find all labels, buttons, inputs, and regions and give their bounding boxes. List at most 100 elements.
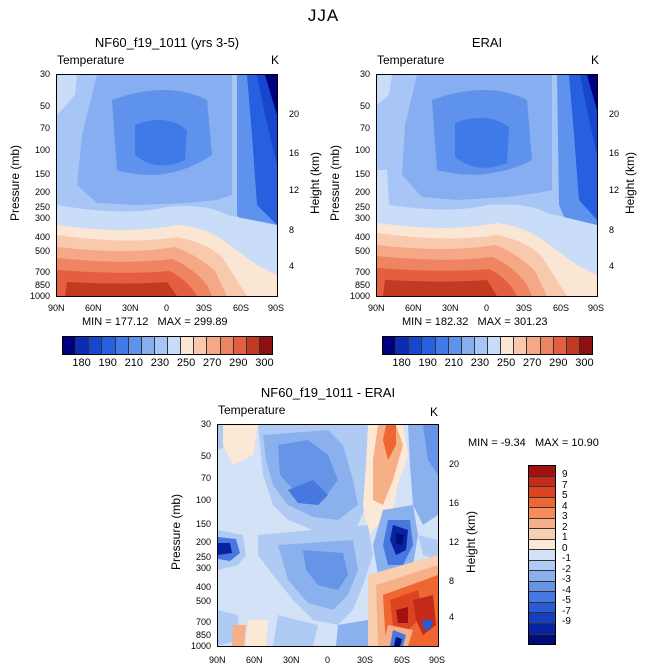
xtick-30n: 30N [122, 303, 139, 313]
obs-pressure-axis-label: Pressure (mb) [328, 145, 342, 222]
diff-colorbar-label: -4 [562, 584, 571, 596]
model-colorbar-swatch [168, 337, 182, 354]
obs-max-label: MAX = [477, 316, 514, 328]
obs-height-axis-label: Height (km) [623, 152, 637, 215]
diff-min-label: MIN = [468, 437, 501, 449]
diff-htick-4: 4 [449, 612, 455, 622]
diff-colorbar-swatch [529, 581, 555, 593]
diff-colorbar-swatch [529, 571, 555, 582]
diff-xtick-60n: 60N [246, 655, 263, 665]
xtick-30s: 30S [196, 303, 213, 313]
model-colorbar-label: 300 [255, 357, 274, 369]
diff-ytick-850: 850 [195, 630, 211, 640]
model-colorbar [62, 336, 273, 355]
ytick-500: 500 [34, 246, 50, 256]
obs-colorbar-swatch [396, 337, 410, 354]
model-colorbar-labels: 180 190 210 230 250 270 290 300 [62, 357, 273, 371]
diff-htick-20: 20 [449, 459, 460, 469]
obs-ytick-700: 700 [354, 267, 370, 277]
diff-max-label: MAX = [534, 437, 572, 449]
diff-ytick-30: 30 [200, 419, 211, 429]
ytick-300: 300 [34, 213, 50, 223]
obs-colorbar-swatch [488, 337, 502, 354]
diff-colorbar-label: -9 [562, 616, 571, 628]
ytick-250: 250 [34, 202, 50, 212]
obs-ytick-50: 50 [359, 101, 370, 111]
ytick-400: 400 [34, 232, 50, 242]
diff-colorbar-label: 2 [562, 521, 568, 533]
diff-colorbar-swatch [529, 623, 555, 635]
model-pressure-axis-label: Pressure (mb) [8, 145, 22, 222]
model-colorbar-swatch [63, 337, 77, 354]
diff-colorbar-swatch [529, 487, 555, 498]
xtick-90s: 90S [268, 303, 285, 313]
diff-height-axis-label: Height (km) [464, 511, 478, 574]
model-colorbar-swatch [115, 337, 129, 354]
model-colorbar-label: 290 [229, 357, 248, 369]
diff-colorbar-label: 1 [562, 532, 568, 544]
obs-xtick-90s: 90S [588, 303, 605, 313]
obs-contour-plot [376, 74, 598, 297]
model-panel-title: NF60_f19_1011 (yrs 3-5) [94, 35, 240, 50]
diff-colorbar-swatch [529, 634, 555, 645]
obs-xtick-90n: 90N [368, 303, 385, 313]
obs-ytick-1000: 1000 [349, 291, 370, 301]
obs-colorbar-swatch [553, 337, 567, 354]
obs-colorbar [382, 336, 593, 355]
model-colorbar-label: 230 [150, 357, 170, 369]
obs-colorbar-swatch [448, 337, 462, 354]
diff-colorbar-label: -5 [562, 595, 571, 607]
obs-ytick-100: 100 [354, 145, 370, 155]
model-colorbar-swatch [141, 337, 155, 354]
model-colorbar-label: 250 [176, 357, 196, 369]
obs-xtick-30s: 30S [516, 303, 533, 313]
obs-ytick-850: 850 [354, 280, 370, 290]
obs-xtick-60n: 60N [405, 303, 422, 313]
obs-min-value: 182.32 [434, 316, 469, 328]
model-max-value: 299.89 [193, 316, 228, 328]
diff-colorbar-swatch [529, 602, 555, 614]
ytick-1000: 1000 [29, 291, 50, 301]
diff-htick-16: 16 [449, 498, 460, 508]
obs-colorbar-swatch [435, 337, 449, 354]
model-colorbar-swatch [89, 337, 103, 354]
obs-colorbar-label: 180 [392, 357, 411, 369]
model-variable-label: Temperature [57, 53, 125, 67]
diff-colorbar-label: 9 [562, 469, 568, 481]
diff-colorbar-swatch [529, 508, 555, 519]
model-colorbar-swatch [194, 337, 208, 354]
diff-colorbar-swatch [529, 466, 555, 477]
diff-colorbar-label: -7 [562, 605, 571, 617]
obs-htick-20: 20 [609, 109, 620, 119]
obs-colorbar-swatch [461, 337, 475, 354]
diff-colorbar [528, 465, 556, 645]
model-stats: MIN = 177.12 MAX = 299.89 [82, 316, 228, 328]
obs-htick-16: 16 [609, 148, 620, 158]
xtick-60s: 60S [233, 303, 250, 313]
htick-16: 16 [289, 148, 300, 158]
model-colorbar-label: 210 [124, 357, 144, 369]
obs-ytick-200: 200 [354, 187, 370, 197]
diff-ytick-50: 50 [200, 451, 211, 461]
ytick-70: 70 [39, 123, 50, 133]
obs-colorbar-label: 230 [470, 357, 490, 369]
ytick-850: 850 [34, 280, 50, 290]
model-unit-label: K [271, 53, 280, 67]
diff-xtick-30n: 30N [283, 655, 300, 665]
obs-colorbar-label: 270 [523, 357, 542, 369]
diff-colorbar-label: 0 [562, 542, 568, 554]
obs-variable-label: Temperature [377, 53, 445, 67]
diff-xtick-60s: 60S [394, 655, 411, 665]
obs-min-label: MIN = [402, 316, 435, 328]
diff-colorbar-swatch [529, 497, 555, 509]
diff-colorbar-swatch [529, 560, 555, 572]
obs-colorbar-swatch [579, 337, 592, 354]
model-colorbar-swatch [181, 337, 195, 354]
model-colorbar-label: 270 [203, 357, 222, 369]
obs-colorbar-labels: 180 190 210 230 250 270 290 300 [382, 357, 593, 371]
model-colorbar-swatch [76, 337, 90, 354]
diff-colorbar-label: 3 [562, 511, 568, 523]
diff-colorbar-label: -1 [562, 553, 571, 565]
obs-ytick-400: 400 [354, 232, 370, 242]
obs-ytick-150: 150 [354, 169, 370, 179]
